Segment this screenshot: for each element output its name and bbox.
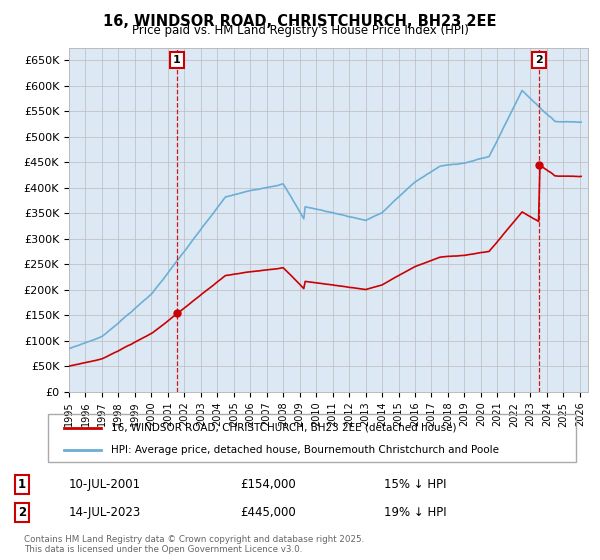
Text: £154,000: £154,000 <box>240 478 296 491</box>
Text: 2: 2 <box>18 506 26 519</box>
Text: 10-JUL-2001: 10-JUL-2001 <box>69 478 141 491</box>
Text: Price paid vs. HM Land Registry's House Price Index (HPI): Price paid vs. HM Land Registry's House … <box>131 24 469 36</box>
Text: 19% ↓ HPI: 19% ↓ HPI <box>384 506 446 519</box>
Text: 14-JUL-2023: 14-JUL-2023 <box>69 506 141 519</box>
Text: 16, WINDSOR ROAD, CHRISTCHURCH, BH23 2EE (detached house): 16, WINDSOR ROAD, CHRISTCHURCH, BH23 2EE… <box>112 423 457 433</box>
Text: 2: 2 <box>535 55 543 64</box>
Text: £445,000: £445,000 <box>240 506 296 519</box>
Text: 15% ↓ HPI: 15% ↓ HPI <box>384 478 446 491</box>
Text: 1: 1 <box>18 478 26 491</box>
Text: 16, WINDSOR ROAD, CHRISTCHURCH, BH23 2EE: 16, WINDSOR ROAD, CHRISTCHURCH, BH23 2EE <box>103 14 497 29</box>
Text: HPI: Average price, detached house, Bournemouth Christchurch and Poole: HPI: Average price, detached house, Bour… <box>112 445 499 455</box>
Text: 1: 1 <box>173 55 181 64</box>
Text: Contains HM Land Registry data © Crown copyright and database right 2025.
This d: Contains HM Land Registry data © Crown c… <box>24 535 364 554</box>
